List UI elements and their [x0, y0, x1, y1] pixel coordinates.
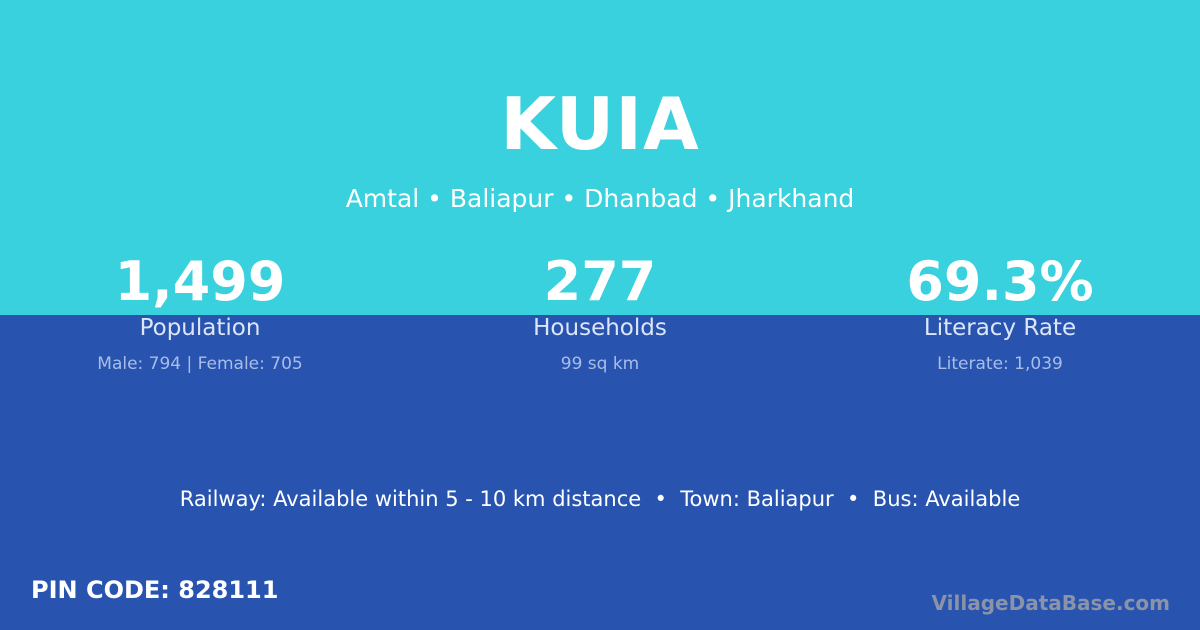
- households-stat: 277 Households 99 sq km: [400, 0, 800, 630]
- population-stat: 1,499 Population Male: 794 | Female: 705: [0, 0, 400, 630]
- literacy-value: 69.3%: [906, 250, 1094, 313]
- pin-code: PIN CODE: 828111: [31, 576, 279, 604]
- location-breadcrumb: Amtal • Baliapur • Dhanbad • Jharkhand: [345, 184, 855, 213]
- brand-watermark: VillageDataBase.com: [931, 591, 1170, 615]
- header-band: [0, 0, 1200, 315]
- literacy-stat: 69.3% Literacy Rate Literate: 1,039: [800, 0, 1200, 630]
- households-label: Households: [533, 315, 667, 341]
- literacy-detail: Literate: 1,039: [937, 354, 1063, 374]
- households-detail: 99 sq km: [560, 354, 640, 374]
- population-detail: Male: 794 | Female: 705: [97, 354, 303, 374]
- literacy-label: Literacy Rate: [923, 315, 1077, 341]
- population-value: 1,499: [114, 250, 286, 313]
- connectivity-info: Railway: Available within 5 - 10 km dist…: [179, 487, 1021, 511]
- body-band: [0, 315, 1200, 630]
- population-label: Population: [139, 315, 261, 341]
- households-value: 277: [543, 250, 657, 313]
- village-name: KUIA: [500, 82, 700, 166]
